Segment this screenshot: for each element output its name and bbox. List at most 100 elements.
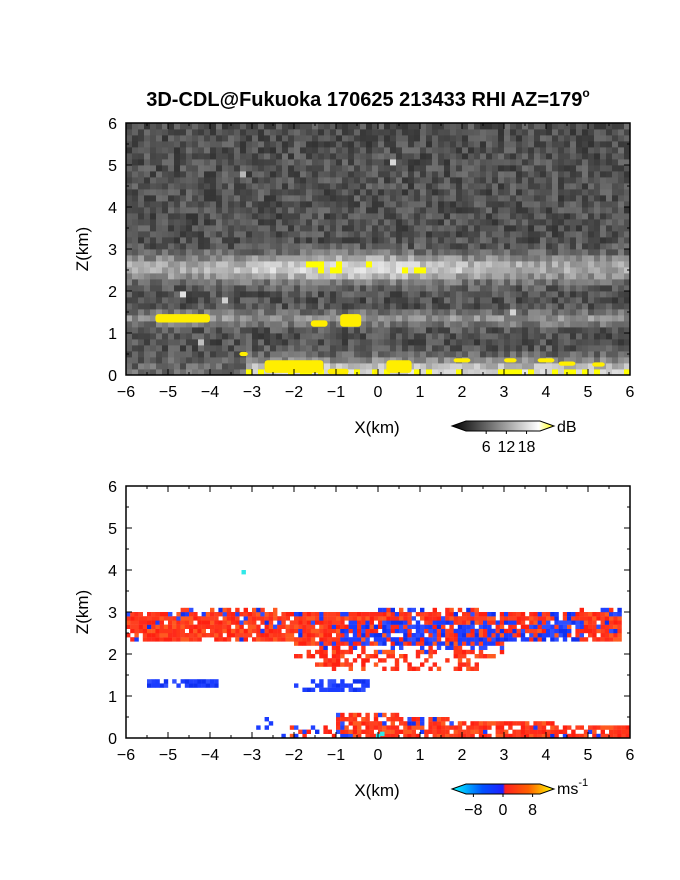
- backscatter-cell: [342, 267, 349, 274]
- backscatter-cell: [396, 159, 403, 166]
- backscatter-cell: [576, 213, 583, 220]
- velocity-cell: [407, 662, 412, 667]
- backscatter-cell: [408, 171, 415, 178]
- backscatter-cell: [564, 195, 571, 202]
- velocity-cell: [567, 733, 572, 739]
- title-text: 3D-CDL@Fukuoka 170625 213433 RHI AZ=179: [146, 89, 582, 111]
- velocity-cell: [214, 620, 219, 625]
- backscatter-cell: [264, 303, 271, 310]
- velocity-cell: [226, 607, 232, 613]
- velocity-cell: [466, 658, 471, 663]
- velocity-cell: [613, 616, 618, 621]
- backscatter-cell: [492, 279, 499, 286]
- velocity-cell: [155, 620, 160, 625]
- backscatter-cell: [366, 333, 373, 340]
- backscatter-cell: [372, 153, 379, 160]
- backscatter-cell: [408, 207, 415, 214]
- backscatter-cell: [426, 303, 433, 310]
- backscatter-cell: [558, 297, 565, 304]
- velocity-cell: [508, 725, 513, 730]
- backscatter-cell: [498, 369, 505, 376]
- backscatter-cell: [144, 147, 151, 154]
- velocity-cell: [491, 641, 496, 646]
- backscatter-cell: [480, 363, 487, 370]
- velocity-cell: [348, 620, 353, 625]
- backscatter-cell: [198, 285, 205, 292]
- backscatter-cell: [144, 339, 151, 346]
- backscatter-cell: [192, 249, 199, 256]
- backscatter-cell: [186, 171, 193, 178]
- backscatter-cell: [450, 297, 457, 304]
- backscatter-cell: [408, 351, 415, 358]
- backscatter-cell: [498, 291, 505, 298]
- velocity-cell: [331, 641, 337, 646]
- backscatter-cell: [360, 351, 367, 358]
- backscatter-cell: [540, 327, 547, 334]
- backscatter-cell: [468, 327, 475, 334]
- backscatter-cell: [408, 243, 415, 250]
- velocity-cell: [529, 729, 534, 734]
- backscatter-cell: [348, 135, 355, 142]
- backscatter-cell: [360, 153, 367, 160]
- backscatter-cell: [606, 261, 613, 268]
- backscatter-cell: [444, 315, 451, 322]
- backscatter-cell: [192, 189, 199, 196]
- backscatter-cell: [162, 255, 169, 262]
- backscatter-cell: [324, 255, 331, 262]
- velocity-cell: [310, 633, 316, 638]
- backscatter-strong-echo: [327, 368, 349, 375]
- backscatter-cell: [198, 213, 205, 220]
- backscatter-cell: [432, 135, 439, 142]
- backscatter-cell: [150, 201, 157, 208]
- backscatter-cell: [618, 333, 625, 340]
- velocity-cell: [411, 729, 416, 734]
- velocity-cell: [294, 624, 299, 629]
- backscatter-cell: [498, 261, 505, 268]
- backscatter-cell: [552, 303, 559, 310]
- backscatter-cell: [288, 327, 295, 334]
- backscatter-cell: [474, 213, 481, 220]
- backscatter-cell: [360, 255, 367, 262]
- backscatter-cell: [456, 183, 463, 190]
- velocity-cell: [525, 628, 530, 634]
- backscatter-cell: [342, 345, 349, 352]
- backscatter-cell: [180, 195, 187, 202]
- backscatter-cell: [348, 159, 355, 166]
- backscatter-cell: [366, 165, 373, 172]
- velocity-cell: [331, 683, 337, 688]
- backscatter-cell: [432, 261, 439, 268]
- backscatter-cell: [420, 255, 427, 262]
- velocity-cell: [436, 729, 442, 734]
- velocity-cell: [331, 612, 337, 617]
- velocity-cell: [264, 612, 269, 617]
- backscatter-cell: [504, 207, 511, 214]
- backscatter-cell: [486, 339, 493, 346]
- backscatter-cell: [504, 177, 511, 184]
- velocity-cell: [441, 721, 446, 726]
- backscatter-cell: [474, 141, 481, 148]
- backscatter-cell: [624, 201, 631, 208]
- backscatter-cell: [192, 123, 199, 130]
- velocity-cell: [180, 637, 185, 642]
- backscatter-cell: [348, 333, 355, 340]
- velocity-cell: [361, 649, 366, 655]
- backscatter-cell: [186, 303, 193, 310]
- backscatter-cell: [522, 261, 529, 268]
- velocity-cell: [613, 729, 618, 734]
- backscatter-cell: [300, 219, 307, 226]
- velocity-cell: [386, 616, 391, 621]
- velocity-cell: [189, 683, 194, 688]
- backscatter-cell: [474, 285, 481, 292]
- backscatter-cell: [144, 153, 151, 160]
- backscatter-cell: [618, 363, 625, 370]
- backscatter-cell: [594, 291, 601, 298]
- backscatter-cell: [618, 249, 625, 256]
- backscatter-cell: [384, 195, 391, 202]
- backscatter-cell: [486, 135, 493, 142]
- backscatter-cell: [420, 123, 427, 130]
- backscatter-cell: [330, 291, 337, 298]
- backscatter-cell: [540, 201, 547, 208]
- backscatter-cell: [618, 207, 625, 214]
- velocity-cell: [336, 683, 341, 688]
- backscatter-cell: [240, 357, 247, 364]
